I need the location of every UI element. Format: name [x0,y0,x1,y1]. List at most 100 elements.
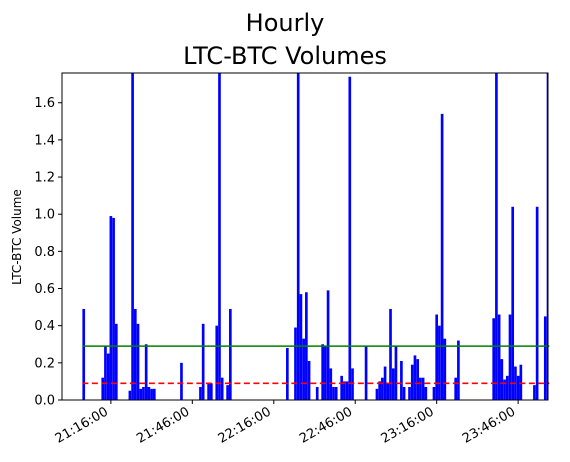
bar [207,383,210,400]
bar [307,360,311,400]
bar [324,346,327,400]
bar [454,377,458,400]
bar [82,308,86,400]
y-tick-label: 0.8 [34,245,55,260]
bar [133,308,137,400]
bar [432,386,436,400]
bar [218,73,221,400]
bar [329,368,333,400]
bar [152,388,156,400]
x-tick-label: 22:46:00 [297,404,355,446]
y-tick-label: 0.4 [34,319,55,334]
y-tick-label: 1.0 [34,208,55,223]
bar [435,314,439,400]
bar [424,386,428,400]
bar [128,390,132,400]
bar [503,379,506,400]
axes-frame [61,72,549,401]
bar [383,366,387,400]
bar [340,375,343,400]
bar [210,383,213,400]
bar [343,381,346,400]
bar [131,73,134,400]
bar [364,346,368,400]
bar [114,323,118,400]
bar [302,338,305,400]
bar [106,353,110,400]
y-tick-label: 1.6 [34,96,55,111]
bar [535,206,539,400]
y-tick-label: 1.2 [34,171,55,186]
bar [457,340,460,400]
bar [511,206,515,400]
bar [147,386,151,400]
bar [410,364,414,400]
y-tick-label: 0.2 [34,356,55,371]
bars-group [82,73,548,400]
bar [519,364,523,400]
bar [546,73,548,400]
bar [348,76,352,400]
bar [391,368,395,400]
bar [500,359,504,400]
bar [508,314,512,400]
bar [294,327,297,400]
bar [389,308,392,400]
bar [112,217,115,400]
bar [144,344,148,400]
x-tick-label: 22:16:00 [216,404,274,446]
bar [505,375,509,400]
bar [142,386,145,400]
bar [492,318,496,400]
bar [419,377,422,400]
bar [104,346,107,400]
bar [413,355,417,400]
bar [101,377,105,400]
bar [416,359,420,400]
bar [321,344,324,400]
bar [201,323,205,400]
y-tick-label: 1.4 [34,133,55,148]
x-tick-label: 23:16:00 [379,404,437,446]
bar [334,386,338,400]
bar [408,386,411,400]
bar [394,346,398,400]
bar [516,375,520,400]
bar [215,325,219,400]
bar [136,323,140,400]
bar [495,73,498,400]
chart-title-line-2: LTC-BTC Volumes [183,42,387,70]
bar [378,381,381,400]
bar [226,385,229,400]
bar [543,316,547,400]
bar [109,216,113,400]
bar [199,386,202,400]
bar [497,314,501,400]
x-tick-label: 21:46:00 [134,404,192,446]
bar [440,113,444,400]
x-tick-label: 23:46:00 [460,404,518,446]
bar [375,388,379,400]
bar [332,386,335,400]
bar [150,388,153,400]
bar [351,368,354,400]
bar [443,338,447,400]
bar [220,377,224,400]
bar [345,381,349,400]
bar [180,362,183,400]
bar [381,377,384,400]
bar [296,73,300,400]
bar [400,360,403,400]
bar [299,294,303,400]
plot-area: 0.0 0.2 0.4 0.6 0.8 1.0 1.2 1.4 1.6 21:16:00 21:46… [34,72,550,447]
bar [315,386,319,400]
y-axis-label: LTC-BTC Volume [10,189,24,285]
chart-title-line-1: Hourly [246,9,325,37]
y-tick-label: 0.6 [34,282,55,297]
bar [421,377,425,400]
bar [229,308,232,400]
y-tick-label: 0.0 [34,394,55,409]
bar [533,385,536,400]
